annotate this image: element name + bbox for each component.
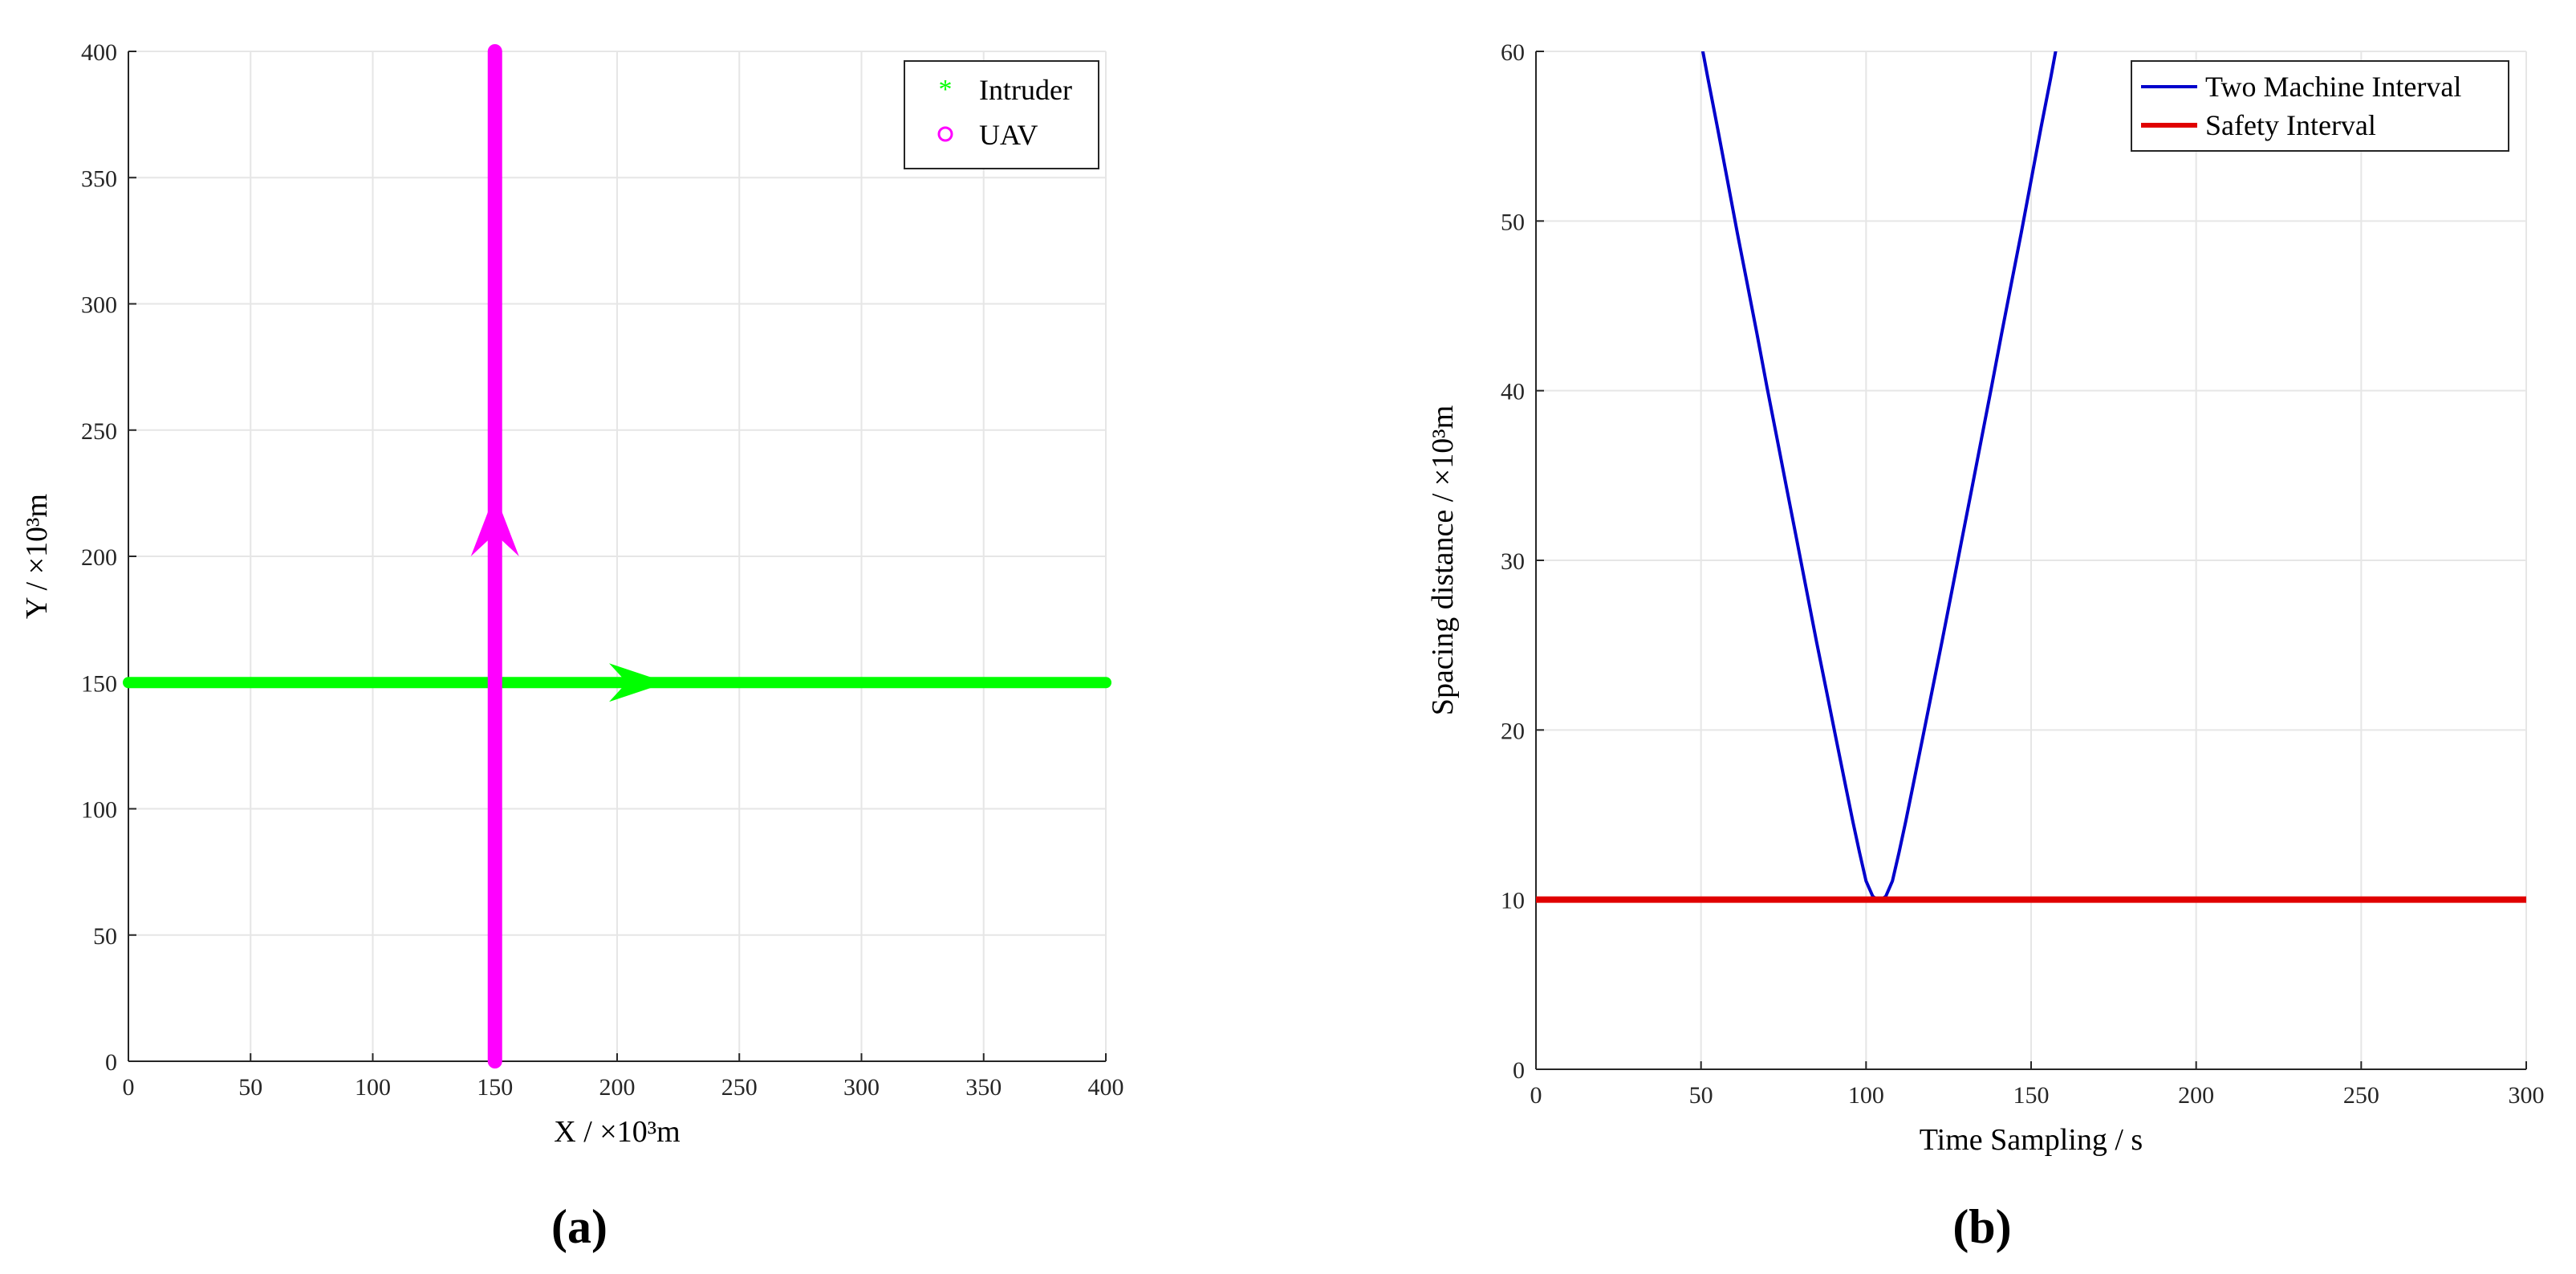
a-x-tick-label: 100 [355, 1074, 391, 1101]
a-legend-box [904, 60, 1099, 169]
b-y-tick-label: 30 [1501, 548, 1525, 575]
b-legend-box [2131, 60, 2509, 152]
a-y-tick-label: 400 [81, 39, 117, 66]
b-x-tick-label: 150 [2013, 1082, 2050, 1109]
b-x-tick-label: 300 [2509, 1082, 2545, 1109]
a-x-tick-label: 350 [965, 1074, 1002, 1101]
b-x-axis-label: Time Sampling / s [1920, 1123, 2143, 1157]
a-x-tick-label: 0 [123, 1074, 135, 1101]
a-x-tick-label: 50 [238, 1074, 262, 1101]
a-legend-uav-marker [937, 126, 953, 142]
panel-a-caption: (a) [551, 1200, 607, 1253]
a-y-tick-label: 100 [81, 797, 117, 824]
panel-b-spacing-chart: 0 50 100 150 200 250 300 0 10 20 30 40 50 60 Time Samp… [1426, 39, 2545, 1157]
b-y-axis-label: Spacing distance / ×10³m [1426, 405, 1460, 715]
b-x-tick-label: 100 [1848, 1082, 1884, 1109]
panel-a-trajectory-chart: 0 50 100 150 200 250 300 350 400 0 50 100 150 200 250 3… [20, 39, 1124, 1149]
a-y-tick-label: 200 [81, 544, 117, 571]
a-y-tick-label: 350 [81, 165, 117, 192]
b-x-tick-label: 250 [2343, 1082, 2379, 1109]
b-x-tick-label: 200 [2178, 1082, 2214, 1109]
a-x-tick-label: 400 [1088, 1074, 1124, 1101]
intruder-direction-arrow [609, 663, 667, 702]
a-x-tick-label: 300 [843, 1074, 880, 1101]
a-y-tick-label: 250 [81, 418, 117, 445]
a-y-tick-label: 50 [93, 923, 117, 950]
b-legend-two-machine-label: Two Machine Interval [2205, 71, 2461, 103]
b-x-tick-label: 50 [1689, 1082, 1713, 1109]
a-legend-intruder-label: Intruder [979, 74, 1072, 106]
b-legend: Two Machine Interval Safety Interval [2131, 60, 2509, 152]
a-legend: * Intruder UAV [904, 60, 1099, 169]
a-x-axis-label: X / ×10³m [554, 1115, 680, 1149]
a-y-tick-label: 0 [105, 1049, 117, 1076]
b-y-tick-label: 0 [1513, 1057, 1525, 1084]
a-y-tick-label: 300 [81, 292, 117, 319]
a-x-tick-label: 150 [477, 1074, 513, 1101]
b-y-tick-label: 50 [1501, 209, 1525, 235]
a-x-tick-label: 200 [599, 1074, 636, 1101]
a-x-tick-label: 250 [721, 1074, 758, 1101]
a-y-axis-label: Y / ×10³m [20, 494, 54, 619]
a-y-tick-label: 150 [81, 670, 117, 697]
b-legend-safety-label: Safety Interval [2205, 109, 2376, 141]
b-y-tick-label: 60 [1501, 39, 1525, 66]
uav-direction-arrow [470, 494, 519, 556]
b-x-tick-label: 0 [1530, 1082, 1542, 1109]
b-y-tick-label: 20 [1501, 718, 1525, 744]
b-y-tick-label: 10 [1501, 888, 1525, 914]
a-legend-intruder-marker: * [939, 75, 953, 104]
panel-b-caption: (b) [1952, 1200, 2011, 1253]
b-y-tick-label: 40 [1501, 379, 1525, 405]
a-legend-uav-label: UAV [979, 119, 1038, 151]
